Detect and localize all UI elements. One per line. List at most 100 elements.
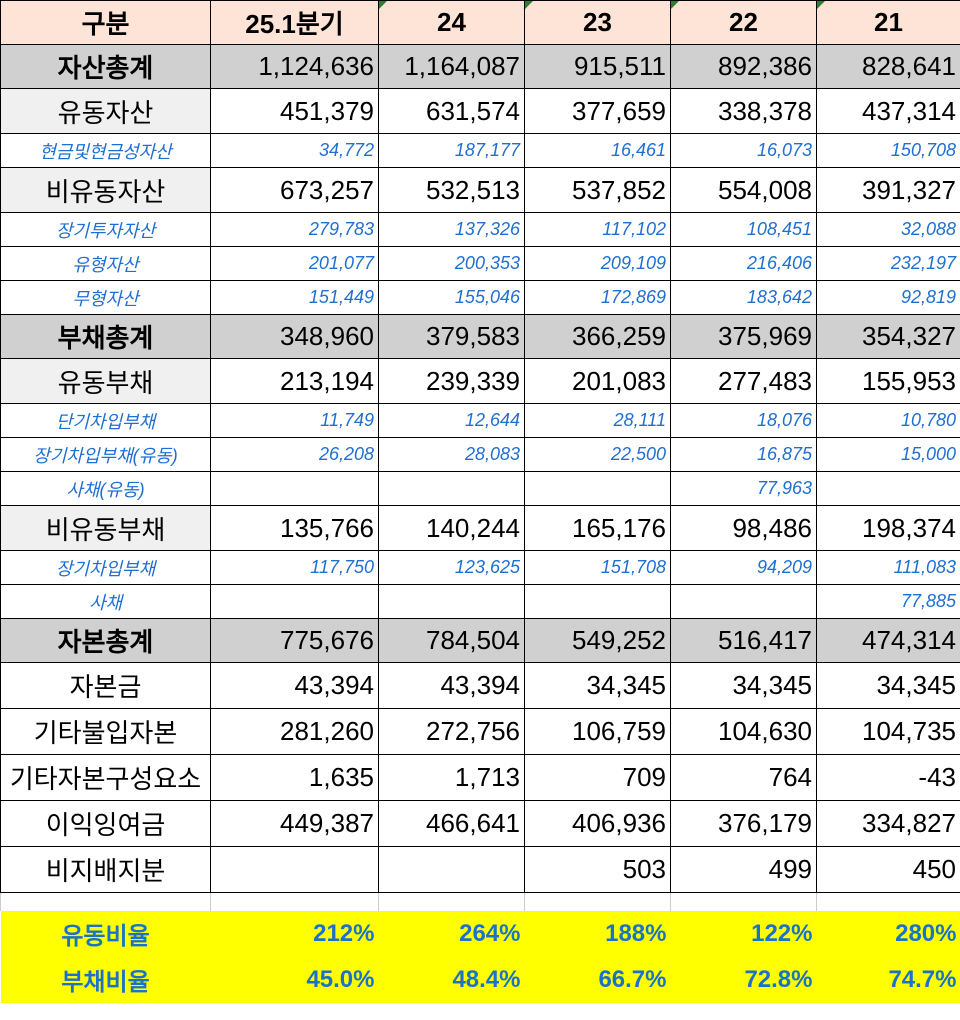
value-cell: 108,451 (670, 212, 817, 247)
value-cell: 98,486 (670, 505, 817, 551)
row-label: 자본금 (0, 662, 211, 709)
table-row: 부채총계 348,960 379,583 366,259 375,969 354,327 (0, 314, 960, 359)
value-cell: 449,387 (210, 800, 379, 847)
table-row: 단기차입부채 11,749 12,644 28,111 18,076 10,780 (0, 403, 960, 438)
ratio-value: 188% (524, 910, 671, 957)
value-cell: 106,759 (524, 708, 671, 755)
table-row: 장기차입부채 117,750 123,625 151,708 94,209 111,083 (0, 550, 960, 585)
value-cell: 16,875 (670, 437, 817, 472)
value-cell (378, 471, 525, 506)
row-label: 비유동자산 (0, 167, 211, 213)
value-cell: 16,073 (670, 133, 817, 168)
row-label: 비유동부채 (0, 505, 211, 551)
value-cell: 137,326 (378, 212, 525, 247)
value-cell: 22,500 (524, 437, 671, 472)
value-cell (524, 584, 671, 619)
value-cell: 784,504 (378, 618, 525, 663)
ratio-value: 45.0% (210, 956, 379, 1003)
row-label: 비지배지분 (0, 846, 211, 893)
value-cell: 631,574 (378, 88, 525, 134)
header-period-text: 23 (583, 7, 612, 37)
value-cell (670, 584, 817, 619)
ratio-row: 부채비율 45.0% 48.4% 66.7% 72.8% 74.7% (0, 956, 960, 1003)
value-cell: 12,644 (378, 403, 525, 438)
value-cell: 450 (816, 846, 960, 893)
value-cell: 34,772 (210, 133, 379, 168)
value-cell: 338,378 (670, 88, 817, 134)
header-period: 23 (524, 0, 671, 45)
value-cell: 104,735 (816, 708, 960, 755)
value-cell: 673,257 (210, 167, 379, 213)
value-cell: 216,406 (670, 246, 817, 281)
value-cell: 155,046 (378, 280, 525, 315)
value-cell: 209,109 (524, 246, 671, 281)
row-label: 자산총계 (0, 44, 211, 89)
value-cell: 532,513 (378, 167, 525, 213)
value-cell: 32,088 (816, 212, 960, 247)
value-cell: 213,194 (210, 358, 379, 404)
value-cell: 1,635 (210, 754, 379, 801)
value-cell: 232,197 (816, 246, 960, 281)
spacer-cell (0, 892, 211, 911)
table-row: 이익잉여금 449,387 466,641 406,936 376,179 334,827 (0, 800, 960, 847)
table-row: 장기투자자산 279,783 137,326 117,102 108,451 32,088 (0, 212, 960, 247)
row-label: 자본총계 (0, 618, 211, 663)
value-cell: 554,008 (670, 167, 817, 213)
value-cell: 1,164,087 (378, 44, 525, 89)
value-cell: 43,394 (210, 662, 379, 709)
value-cell (210, 846, 379, 893)
header-period: 22 (670, 0, 817, 45)
table-row: 기타불입자본 281,260 272,756 106,759 104,630 104,73… (0, 708, 960, 755)
value-cell (378, 584, 525, 619)
table-row: 장기차입부채(유동) 26,208 28,083 22,500 16,875 15,000 (0, 437, 960, 472)
value-cell: 111,083 (816, 550, 960, 585)
value-cell: 34,345 (670, 662, 817, 709)
value-cell (378, 846, 525, 893)
ratio-row: 유동비율 212% 264% 188% 122% 280% (0, 910, 960, 957)
value-cell: 187,177 (378, 133, 525, 168)
value-cell: 775,676 (210, 618, 379, 663)
header-period: 24 (378, 0, 525, 45)
table-row: 유동자산 451,379 631,574 377,659 338,378 437,314 (0, 88, 960, 134)
ratio-label: 유동비율 (0, 910, 211, 957)
row-label: 사채(유동) (0, 471, 211, 506)
value-cell: 549,252 (524, 618, 671, 663)
table-row: 사채(유동) 77,963 (0, 471, 960, 506)
value-cell: 11,749 (210, 403, 379, 438)
ratio-value: 212% (210, 910, 379, 957)
value-cell: 915,511 (524, 44, 671, 89)
value-cell: 354,327 (816, 314, 960, 359)
value-cell: 15,000 (816, 437, 960, 472)
row-label: 장기투자자산 (0, 212, 211, 247)
value-cell: 151,708 (524, 550, 671, 585)
value-cell: 1,124,636 (210, 44, 379, 89)
value-cell: 239,339 (378, 358, 525, 404)
value-cell: 379,583 (378, 314, 525, 359)
value-cell: 28,083 (378, 437, 525, 472)
value-cell: 503 (524, 846, 671, 893)
value-cell: 198,374 (816, 505, 960, 551)
comment-marker (525, 1, 533, 9)
value-cell: 377,659 (524, 88, 671, 134)
ratio-label: 부채비율 (0, 956, 211, 1003)
value-cell (816, 471, 960, 506)
value-cell: 406,936 (524, 800, 671, 847)
row-label: 무형자산 (0, 280, 211, 315)
value-cell: 18,076 (670, 403, 817, 438)
value-cell: 150,708 (816, 133, 960, 168)
value-cell: 151,449 (210, 280, 379, 315)
table-row: 자본금 43,394 43,394 34,345 34,345 34,345 (0, 662, 960, 709)
value-cell: 348,960 (210, 314, 379, 359)
value-cell: 499 (670, 846, 817, 893)
row-label: 기타자본구성요소 (0, 754, 211, 801)
spacer-cell (210, 892, 379, 911)
spacer-cell (524, 892, 671, 911)
value-cell: 277,483 (670, 358, 817, 404)
ratio-value: 66.7% (524, 956, 671, 1003)
table-row: 무형자산 151,449 155,046 172,869 183,642 92,819 (0, 280, 960, 315)
value-cell: 451,379 (210, 88, 379, 134)
value-cell: 366,259 (524, 314, 671, 359)
table-row: 자본총계 775,676 784,504 549,252 516,417 474,314 (0, 618, 960, 663)
value-cell: 892,386 (670, 44, 817, 89)
